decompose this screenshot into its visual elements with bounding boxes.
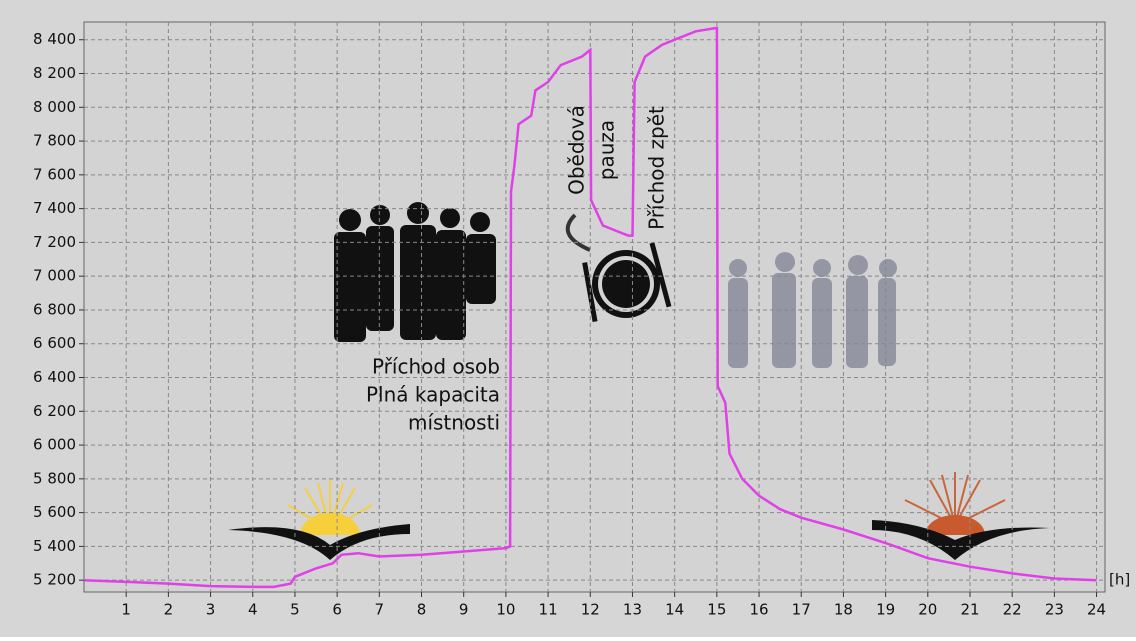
y-tick-label: 7 800 [33, 132, 76, 150]
annotation: pauza [595, 120, 619, 180]
x-tick-label: 8 [417, 601, 427, 619]
y-tick-label: 6 000 [33, 436, 76, 454]
x-tick-label: 24 [1087, 601, 1106, 619]
x-tick-label: 15 [707, 601, 726, 619]
annotation: Příchod zpět [645, 106, 669, 230]
x-tick-label: 5 [290, 601, 300, 619]
x-tick-label: 19 [876, 601, 895, 619]
x-tick-label: 20 [918, 601, 937, 619]
y-tick-label: 7 200 [33, 233, 76, 251]
x-tick-label: 14 [665, 601, 684, 619]
y-tick-label: 7 600 [33, 165, 76, 183]
x-tick-label: 9 [459, 601, 469, 619]
y-tick-label: 6 200 [33, 402, 76, 420]
x-tick-label: 7 [375, 601, 385, 619]
annotation: Obědová [565, 105, 589, 195]
x-tick-label: 1 [121, 601, 131, 619]
y-tick-label: 6 400 [33, 368, 76, 386]
x-tick-label: 17 [792, 601, 811, 619]
y-tick-label: 5 600 [33, 503, 76, 521]
x-tick-label: 21 [960, 601, 979, 619]
x-tick-label: 13 [623, 601, 642, 619]
x-tick-label: 12 [581, 601, 600, 619]
y-tick-label: 8 400 [33, 30, 76, 48]
y-tick-label: 5 800 [33, 469, 76, 487]
x-tick-label: 6 [332, 601, 342, 619]
annotation: Příchod osob [372, 355, 500, 379]
x-tick-label: 4 [248, 601, 258, 619]
y-tick-label: 7 400 [33, 199, 76, 217]
x-tick-label: 2 [164, 601, 174, 619]
y-tick-label: 5 200 [33, 571, 76, 589]
x-tick-label: 3 [206, 601, 216, 619]
y-tick-label: 6 600 [33, 334, 76, 352]
x-tick-label: 16 [749, 601, 768, 619]
x-tick-label: 11 [539, 601, 558, 619]
y-tick-label: 8 000 [33, 98, 76, 116]
annotation: Plná kapacita [366, 383, 500, 407]
x-tick-label: 22 [1003, 601, 1022, 619]
chart: 5 200 5 400 5 600 5 800 6 000 6 200 6 400 6 600… [0, 0, 1136, 637]
x-tick-label: 10 [496, 601, 515, 619]
x-tick-label: 18 [834, 601, 853, 619]
y-tick-label: 7 000 [33, 267, 76, 285]
x-tick-label: 23 [1045, 601, 1064, 619]
y-tick-label: 6 800 [33, 300, 76, 318]
annotation: místnosti [408, 411, 500, 435]
y-tick-label: 8 200 [33, 64, 76, 82]
x-axis-label: [h] [1109, 571, 1130, 589]
y-tick-label: 5 400 [33, 537, 76, 555]
